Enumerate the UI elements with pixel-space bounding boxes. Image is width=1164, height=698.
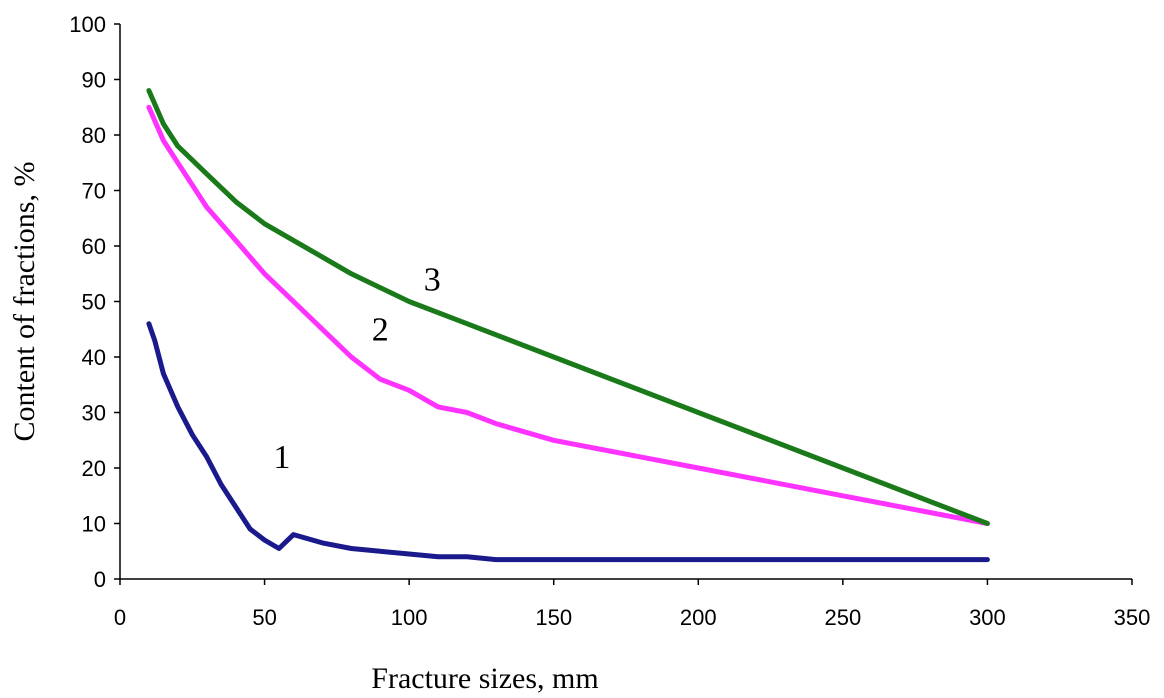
y-axis-title: Content of fractions, % <box>8 162 41 442</box>
y-tick-label: 20 <box>82 456 106 481</box>
curve-labels: 1 23 <box>273 261 440 476</box>
x-tick-label: 250 <box>824 605 861 630</box>
curve-label-2: 2 <box>372 311 389 348</box>
y-tick-label: 100 <box>69 12 106 37</box>
series-group <box>146 88 990 563</box>
x-tick-label: 150 <box>535 605 572 630</box>
x-tick-label: 350 <box>1114 605 1151 630</box>
curve-label-1: 1 <box>273 439 290 476</box>
axes <box>119 24 1132 580</box>
y-tick-label: 50 <box>82 290 106 315</box>
curve-label-3: 3 <box>424 261 441 298</box>
y-tick-label: 10 <box>82 512 106 537</box>
x-tick-label: 300 <box>969 605 1006 630</box>
x-tick-label: 100 <box>391 605 428 630</box>
y-tick-label: 70 <box>82 179 106 204</box>
x-tick-label: 200 <box>680 605 717 630</box>
y-tick-label: 30 <box>82 401 106 426</box>
y-tick-label: 0 <box>94 567 106 592</box>
y-tick-label: 40 <box>82 345 106 370</box>
x-axis-title: Fracture sizes, mm <box>371 662 598 695</box>
ticks: 0 10 20 30 40 50 60 70 80 90 100 0 50 100 150 200 250 300… <box>69 12 1150 630</box>
x-tick-label: 50 <box>252 605 276 630</box>
y-tick-label: 80 <box>82 123 106 148</box>
y-tick-label: 90 <box>82 68 106 93</box>
series-line-2 <box>146 104 990 526</box>
series-line-1 <box>146 321 990 563</box>
x-tick-label: 0 <box>114 605 126 630</box>
y-tick-label: 60 <box>82 234 106 259</box>
series-line-3 <box>146 88 990 526</box>
